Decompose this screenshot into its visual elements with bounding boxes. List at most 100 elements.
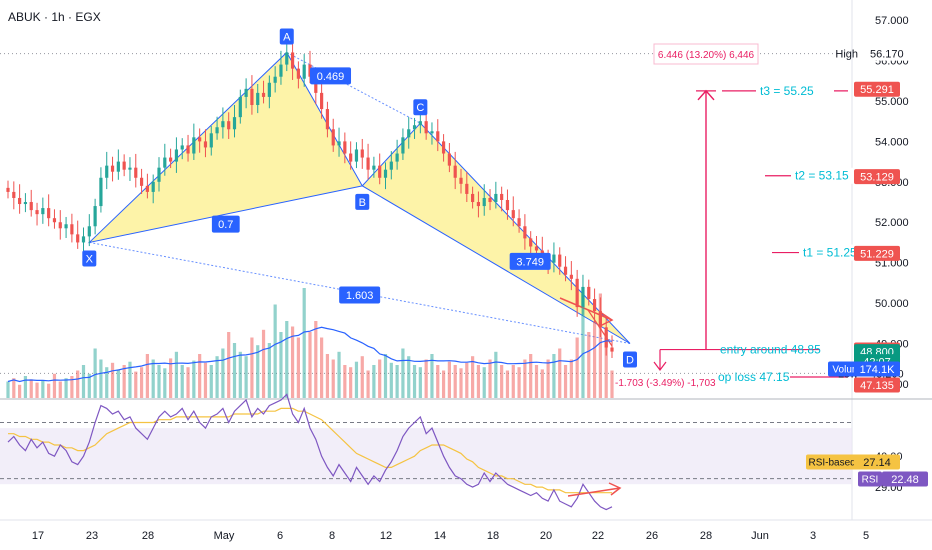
candle-body [64,224,68,229]
volume-bar [41,380,45,398]
volume-bar [320,337,324,398]
pattern-point-c-box [413,99,428,116]
volume-bar [401,348,405,398]
volume-bar [471,356,475,398]
volume-bar [296,337,300,398]
y-tick-label: 50.000 [875,298,909,310]
candle-body [360,149,364,158]
ratio-label: 0.7 [218,219,233,231]
volume-bar [465,362,469,398]
rsi-value-box [882,471,928,487]
rsi-line [7,393,613,511]
volume-bar [250,337,254,398]
rsi-ma-value-box [854,454,900,470]
volume-bar [610,370,614,398]
candle-body [261,92,266,97]
volume-bar [378,359,382,398]
candle-body [139,177,144,186]
target-annotation: entry around 48.85 [720,343,821,357]
volume-bar [482,367,486,398]
volume-bar [186,367,190,398]
volume-bar [285,321,289,398]
volume-bar [563,365,568,398]
axis-price-badge: 51.229 [860,248,894,260]
volume-bar [151,359,155,398]
volume-bar [424,359,428,398]
volume-bar [308,332,312,398]
arrow-line [559,297,613,321]
axis-label-box [855,46,911,61]
candle-body [575,278,579,308]
candle-body [296,68,300,79]
x-tick-label: May [214,530,235,542]
volume-bar [453,365,457,398]
volume-bar [12,378,16,398]
volume-bar [488,359,492,398]
volume-ma-value-box [854,361,900,377]
candle-body [290,52,295,69]
x-tick-label: 28 [142,530,154,542]
candle-body [436,131,440,142]
volume-bar [546,359,550,398]
volume-bar [116,369,120,398]
x-tick-label: Jun [751,530,769,542]
volume-bar [29,379,33,398]
volume-bar [436,365,440,398]
x-tick-label: 22 [592,530,604,542]
volume-bar [145,354,149,398]
candle-body [412,125,417,130]
volume-bar [215,356,219,398]
candle-body [366,157,370,170]
candle-body [517,218,521,227]
candle-body [500,193,504,200]
candle-body [238,96,242,118]
volume-bar [180,365,184,398]
ratio-label: 1.603 [346,290,374,302]
candle-body [302,64,306,79]
pattern-point-x: X [86,253,94,265]
volume-bar [447,361,451,398]
pattern-point-c: C [416,102,424,114]
candle-body [558,254,562,267]
rsi-band [0,428,852,485]
candle-body [395,153,399,162]
candle-body [424,121,428,134]
volume-bar [227,332,231,398]
candle-body [52,218,57,223]
volume-bar [366,370,370,398]
candle-body [407,129,411,138]
volume-bar [325,354,330,398]
candle-body [267,82,271,97]
volume-bar [198,354,202,398]
candle-body [494,193,498,203]
volume-bar [383,354,388,398]
candle-body [198,137,202,142]
volume-bar [6,381,10,398]
rsi-value: 22.48 [891,474,919,486]
y-tick-label: 54.000 [875,136,909,148]
stop-arrowhead [653,361,667,371]
candle-body [314,76,318,93]
volume-bar [575,337,579,398]
axis-price-badge-box [854,169,900,185]
volume-bar [221,348,225,398]
candle-body [18,197,22,205]
chart-title: ABUK · 1h · EGX [8,10,101,24]
candle-body [343,141,347,154]
candle-body [105,165,109,178]
volume-bar [192,360,196,398]
ratio-label-box [310,67,352,85]
volume-bar [372,365,376,398]
candle-body [244,88,248,97]
x-tick-label: 28 [700,530,712,542]
rsi-title-box [858,471,882,487]
volume-bar [238,351,242,398]
volume-bar [395,365,399,398]
volume-bar [273,304,277,398]
candle-body [534,246,539,251]
volume-bar [604,332,608,398]
candle-body [145,185,149,192]
volume-bar [407,356,411,398]
target-annotation: op loss 47.15 [718,370,790,384]
